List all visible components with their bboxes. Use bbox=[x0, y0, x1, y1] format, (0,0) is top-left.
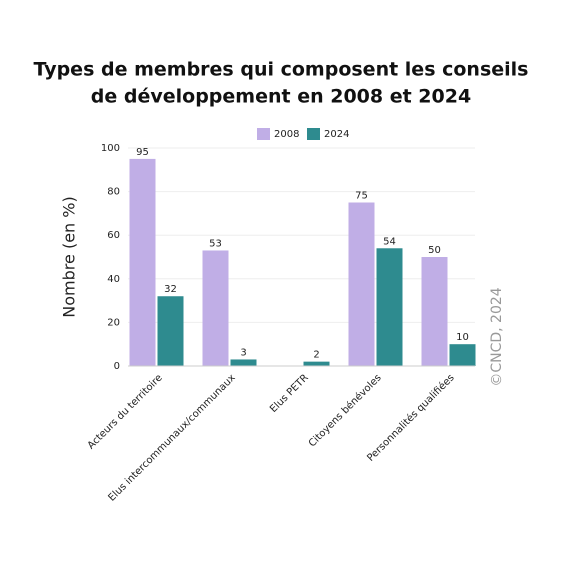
value-label: 75 bbox=[355, 191, 368, 202]
y-tick-label: 60 bbox=[107, 230, 120, 241]
bar bbox=[230, 359, 257, 366]
y-axis-label: Nombre (en %) bbox=[60, 196, 79, 317]
bar bbox=[348, 202, 375, 366]
value-label: 50 bbox=[428, 245, 441, 256]
legend-label: 2024 bbox=[324, 129, 349, 140]
y-tick-label: 80 bbox=[107, 187, 120, 198]
value-label: 54 bbox=[383, 236, 396, 247]
value-label: 95 bbox=[136, 147, 149, 158]
value-label: 53 bbox=[209, 238, 222, 249]
chart-title: Types de membres qui composent les conse… bbox=[33, 59, 528, 81]
chart-title: de développement en 2008 et 2024 bbox=[91, 86, 471, 108]
legend-swatch bbox=[257, 128, 270, 140]
bar bbox=[157, 296, 184, 366]
value-label: 3 bbox=[240, 347, 246, 358]
bar bbox=[376, 248, 403, 366]
y-tick-label: 20 bbox=[107, 317, 120, 328]
value-label: 10 bbox=[456, 332, 469, 343]
value-label: 32 bbox=[164, 284, 177, 295]
bar bbox=[303, 361, 330, 366]
credit: ©CNCD, 2024 bbox=[489, 287, 505, 386]
bar bbox=[449, 344, 476, 366]
bar bbox=[129, 158, 156, 366]
y-tick-label: 100 bbox=[101, 143, 120, 154]
bar bbox=[202, 250, 229, 366]
y-tick-label: 40 bbox=[107, 274, 120, 285]
value-label: 2 bbox=[313, 350, 319, 361]
y-tick-label: 0 bbox=[114, 361, 120, 372]
bar bbox=[421, 257, 448, 366]
legend-label: 2008 bbox=[274, 129, 299, 140]
legend-swatch bbox=[307, 128, 320, 140]
